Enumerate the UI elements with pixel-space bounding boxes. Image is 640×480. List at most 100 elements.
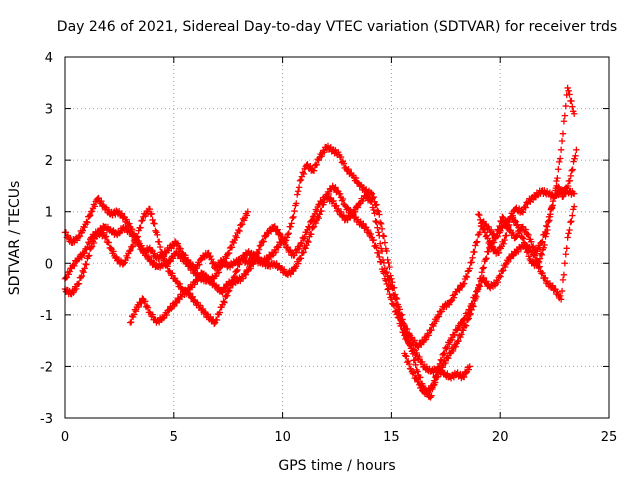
data-point-interp: [80, 269, 87, 276]
data-point-interp: [183, 289, 191, 296]
data-point-interp: [434, 373, 442, 380]
data-point-interp: [177, 245, 184, 252]
data-point-interp: [220, 298, 227, 305]
data-point-interp: [380, 233, 388, 240]
data-point: [557, 296, 565, 303]
data-point-interp: [378, 225, 386, 233]
data-point-interp: [465, 315, 473, 322]
data-point-interp: [405, 360, 413, 368]
data-point-interp: [448, 336, 456, 343]
data-point-interp: [496, 222, 503, 230]
data-point-interp: [485, 248, 492, 255]
data-point-interp: [305, 223, 312, 230]
data-point-interp: [170, 242, 178, 250]
data-point-interp: [562, 251, 569, 258]
data-point-interp: [436, 368, 444, 376]
y-axis-label: SDTVAR / TECUs: [7, 181, 23, 296]
data-point-interp: [313, 161, 320, 169]
data-point-interp: [569, 166, 576, 173]
data-point-interp: [520, 235, 527, 242]
data-point-interp: [389, 284, 396, 292]
data-point-interp: [498, 218, 505, 226]
data-point-interp: [167, 258, 174, 265]
data-point-interp: [480, 264, 487, 271]
data-point-interp: [215, 269, 223, 276]
data-point-interp: [345, 165, 352, 173]
data-point-interp: [567, 218, 574, 226]
data-point-interp: [197, 302, 204, 309]
data-point-interp: [418, 382, 425, 389]
data-point-interp: [318, 153, 325, 160]
data-point-interp: [174, 240, 182, 247]
data-point: [466, 311, 473, 319]
data-point-interp: [220, 259, 227, 266]
data-point-interp: [403, 334, 410, 341]
data-point-interp: [148, 247, 155, 254]
data-point-interp: [429, 384, 436, 391]
data-point: [466, 265, 473, 272]
data-point-interp: [468, 306, 475, 313]
data-point-interp: [207, 252, 214, 260]
y-tick-label: 0: [45, 257, 53, 272]
data-point-interp: [118, 227, 126, 235]
data-point-interp: [554, 174, 561, 182]
data-point: [566, 177, 574, 184]
data-point-interp: [380, 259, 388, 266]
data-point-interp: [373, 244, 380, 251]
data-point-interp: [452, 343, 459, 350]
data-point-interp: [519, 234, 526, 241]
data-point-interp: [287, 223, 294, 230]
data-point: [146, 205, 154, 213]
data-point-interp: [469, 302, 476, 309]
data-point-interp: [129, 243, 137, 250]
data-point-interp: [565, 87, 572, 95]
data-point-interp: [128, 318, 135, 326]
data-point-interp: [377, 220, 385, 228]
data-point-interp: [297, 176, 305, 184]
data-point-interp: [274, 243, 281, 250]
data-point-interp: [537, 250, 545, 257]
data-point-interp: [307, 231, 315, 238]
data-point-interp: [462, 272, 470, 280]
data-point-interp: [570, 206, 577, 213]
data-point-interp: [383, 268, 390, 276]
data-point-interp: [295, 184, 303, 191]
data-point-interp: [536, 255, 544, 262]
data-point-interp: [173, 241, 181, 249]
data-point-interp: [528, 238, 535, 245]
data-point-interp: [437, 356, 445, 364]
y-tick-label: 4: [45, 51, 53, 66]
data-point-interp: [479, 225, 487, 232]
data-point-interp: [72, 285, 80, 293]
data-point-interp: [568, 167, 575, 174]
data-point-interp: [85, 253, 92, 260]
data-point-interp: [78, 254, 85, 261]
data-point: [473, 239, 480, 246]
data-point-interp: [566, 226, 573, 234]
data-point: [375, 229, 382, 236]
data-point-interp: [478, 269, 486, 276]
data-point-interp: [109, 228, 116, 235]
data-point: [460, 327, 467, 334]
data-point-interp: [471, 248, 478, 256]
data-point-interp: [418, 358, 426, 366]
data-point-interp: [550, 194, 558, 201]
data-point-interp: [340, 160, 348, 167]
data-point-interp: [307, 163, 314, 170]
data-point-interp: [211, 320, 218, 328]
data-point-interp: [76, 232, 84, 240]
data-point-interp: [483, 255, 490, 262]
data-point-interp: [538, 251, 546, 259]
data-point-interp: [239, 275, 247, 282]
data-point: [81, 265, 88, 272]
data-point-interp: [310, 223, 318, 230]
data-point-interp: [445, 355, 452, 362]
data-point-interp: [372, 217, 379, 225]
data-point-interp: [70, 261, 77, 269]
data-point-interp: [163, 311, 170, 319]
data-point-interp: [291, 207, 298, 215]
data-point-interp: [304, 237, 311, 245]
data-point-interp: [158, 249, 166, 256]
data-point: [381, 265, 389, 272]
data-point-interp: [571, 155, 578, 162]
